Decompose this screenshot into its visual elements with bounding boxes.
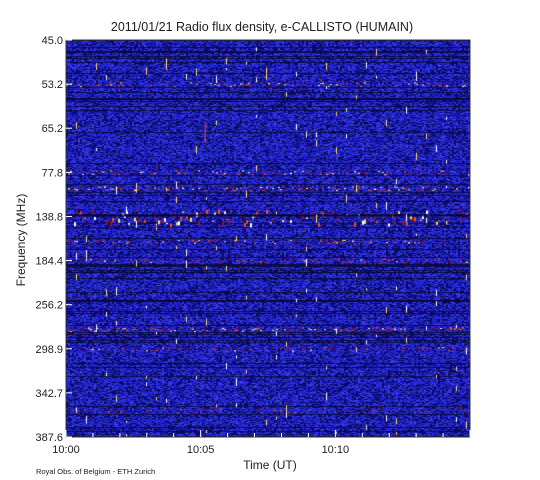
y-tick-label: 77.8 bbox=[42, 167, 63, 179]
y-tick-label: 45.0 bbox=[42, 35, 63, 47]
y-axis-label: Frequency (MHz) bbox=[14, 194, 28, 287]
x-axis: 10:00 10:05 10:10 bbox=[52, 430, 471, 456]
y-tick-label: 298.9 bbox=[35, 344, 63, 356]
spectrogram-plot bbox=[65, 39, 471, 438]
y-tick-label: 387.6 bbox=[35, 432, 63, 444]
y-axis: 45.0 53.2 65.2 77.8 138.8 184.4 256.2 298.9 342.… bbox=[35, 35, 72, 444]
x-tick-label: 10:10 bbox=[322, 444, 350, 456]
y-tick-label: 65.2 bbox=[42, 123, 63, 135]
x-axis-label: Time (UT) bbox=[243, 458, 297, 472]
credit-text: Royal Obs. of Belgium - ETH Zurich bbox=[36, 467, 155, 476]
spectrogram-image bbox=[66, 40, 470, 437]
y-tick-label: 53.2 bbox=[42, 79, 63, 91]
chart-title: 2011/01/21 Radio flux density, e-CALLIST… bbox=[111, 20, 413, 34]
x-tick-label: 10:00 bbox=[52, 444, 80, 456]
y-tick-label: 184.4 bbox=[35, 256, 63, 268]
x-tick-label: 10:05 bbox=[187, 444, 215, 456]
y-tick-label: 138.8 bbox=[35, 211, 63, 223]
y-tick-label: 342.7 bbox=[35, 388, 63, 400]
y-tick-label: 256.2 bbox=[35, 300, 63, 312]
plot-frame bbox=[65, 39, 471, 438]
